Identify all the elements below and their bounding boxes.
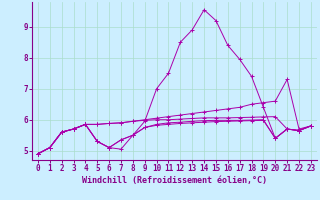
X-axis label: Windchill (Refroidissement éolien,°C): Windchill (Refroidissement éolien,°C) <box>82 176 267 185</box>
